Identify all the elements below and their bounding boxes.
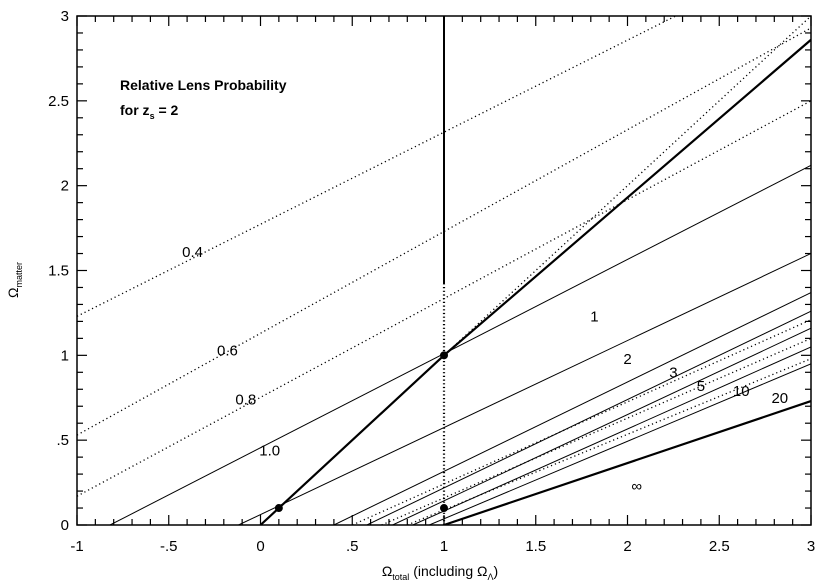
x-tick-label: 1.5 xyxy=(525,538,546,555)
contour-line-9 xyxy=(429,363,811,525)
y-tick-label: 2.5 xyxy=(48,93,69,110)
x-tick-label: -.5 xyxy=(160,538,178,555)
y-axis-label: Ωmatter xyxy=(5,262,24,298)
contour-line-8 xyxy=(412,346,811,525)
contour-label-5: 2 xyxy=(623,351,631,368)
y-tick-label: 3 xyxy=(61,8,69,25)
y-axis-omega: Ω xyxy=(5,288,21,298)
x-tick-label: 0 xyxy=(256,538,264,555)
x-tick-label: 1 xyxy=(440,538,448,555)
y-tick-label: 2 xyxy=(61,178,69,195)
contour-label-6: 3 xyxy=(669,364,677,381)
contour-line-5 xyxy=(333,292,811,525)
flat-universe-dotted-line xyxy=(443,16,811,356)
marker-0 xyxy=(274,504,283,513)
axis-ticks: -1 -.5 0 .5 1 1.5 2 2.5 3 0 .5 1 1.5 2 2.5 3 xyxy=(48,8,815,555)
y-tick-label: .5 xyxy=(56,432,69,449)
contour-label-8: 10 xyxy=(733,383,750,400)
y-tick-label: 1 xyxy=(61,347,69,364)
contour-line-10 xyxy=(352,319,811,525)
x-axis-lambda: Λ xyxy=(487,572,493,582)
contour-labels: 0.4 0.6 0.8 1.0 1 2 3 5 10 20 ∞ xyxy=(182,244,788,495)
x-tick-label: -1 xyxy=(70,538,83,555)
contour-line-3 xyxy=(109,164,811,525)
x-tick-label: .5 xyxy=(346,538,359,555)
contour-label-9: 20 xyxy=(771,390,788,407)
contour-line-4 xyxy=(238,253,811,525)
contour-label-3: 1.0 xyxy=(259,442,280,459)
contour-label-1: 0.6 xyxy=(217,342,238,359)
title-line2-suffix: = 2 xyxy=(155,102,179,118)
x-tick-label: 2 xyxy=(623,538,631,555)
chart-title-line1: Relative Lens Probability xyxy=(120,77,287,93)
x-axis-label: Ωtotal (including ΩΛ) xyxy=(382,563,498,582)
x-axis-close: ) xyxy=(494,563,499,579)
contour-line-6 xyxy=(366,310,811,525)
contour-label-4: 1 xyxy=(590,308,598,325)
chart-title-line2: for zs = 2 xyxy=(120,102,179,121)
title-line2-subscript: s xyxy=(150,111,155,121)
contour-line-7 xyxy=(392,327,811,525)
x-axis-omega: Ω xyxy=(382,563,392,579)
marker-2 xyxy=(440,504,448,513)
y-tick-label: 0 xyxy=(61,517,69,534)
x-tick-label: 2.5 xyxy=(709,538,730,555)
contour-label-7: 5 xyxy=(697,378,705,395)
y-axis-subscript: matter xyxy=(14,262,24,288)
contour-label-13: ∞ xyxy=(631,478,642,495)
data-markers xyxy=(274,351,448,513)
marker-1 xyxy=(440,351,448,360)
x-axis-rest: (including Ω xyxy=(409,563,487,579)
flat-universe-line xyxy=(259,38,811,525)
contour-line-13 xyxy=(443,400,811,525)
x-axis-subscript: total xyxy=(392,572,409,582)
y-tick-label: 1.5 xyxy=(48,263,69,280)
contour-line-11 xyxy=(381,337,811,525)
contour-label-2: 0.8 xyxy=(235,392,256,409)
title-line2-prefix: for z xyxy=(120,102,150,118)
contour-label-0: 0.4 xyxy=(182,244,203,261)
x-tick-label: 3 xyxy=(807,538,815,555)
reference-lines xyxy=(259,16,811,525)
